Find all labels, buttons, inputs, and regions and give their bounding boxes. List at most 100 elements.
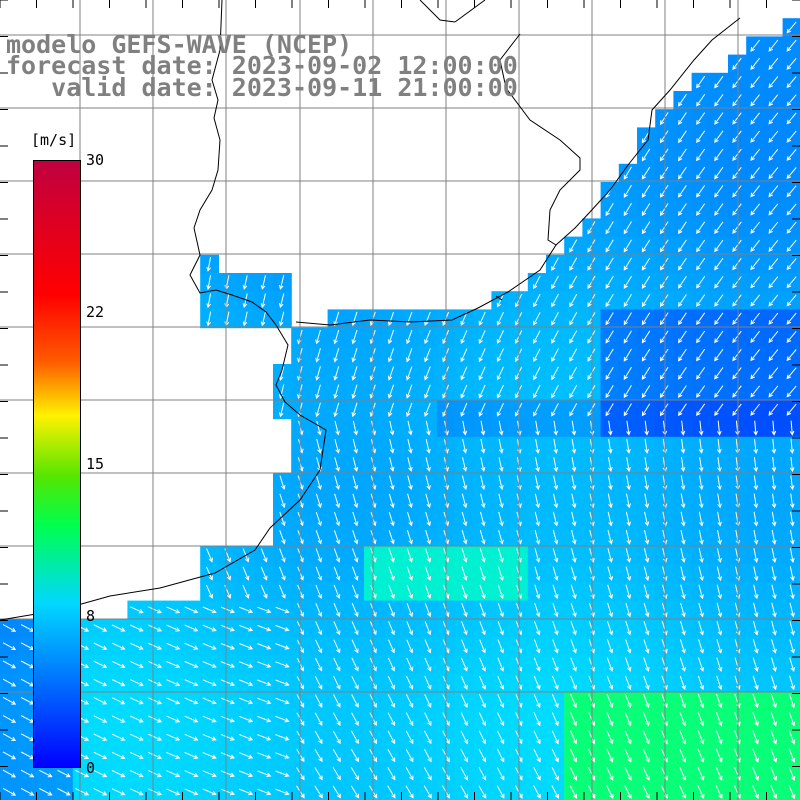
wind-arrow <box>461 511 468 527</box>
wind-arrow <box>678 294 687 307</box>
wind-arrow <box>461 493 468 509</box>
wind-arrow <box>605 330 614 344</box>
wind-arrow <box>696 276 706 289</box>
wind-arrow <box>641 330 651 344</box>
wind-arrow <box>732 349 742 362</box>
wind-arrow <box>717 493 722 509</box>
wind-arrow <box>698 621 704 636</box>
wind-arrow <box>770 712 777 727</box>
wind-arrow <box>605 257 614 271</box>
wind-arrow <box>184 733 199 741</box>
wind-arrow <box>478 785 487 799</box>
wind-arrow <box>278 366 285 381</box>
wind-arrow <box>425 438 431 454</box>
wind-arrow <box>260 566 268 581</box>
wind-arrow <box>678 330 687 344</box>
wind-arrow <box>424 584 432 600</box>
wind-arrow <box>699 475 704 491</box>
wind-arrow <box>696 148 706 162</box>
wind-arrow <box>316 438 322 454</box>
wind-arrow <box>623 366 632 380</box>
wind-arrow <box>641 385 651 399</box>
wind-arrow <box>424 603 432 618</box>
wind-arrow <box>788 712 796 727</box>
wind-arrow <box>166 752 181 759</box>
wind-arrow <box>680 602 686 618</box>
wind-arrow <box>715 748 723 763</box>
wind-arrow <box>607 621 614 636</box>
wind-arrow <box>111 733 126 741</box>
wind-arrow <box>239 788 254 796</box>
wind-arrow <box>351 675 359 690</box>
wind-arrow <box>387 748 396 763</box>
wind-arrow <box>533 348 541 363</box>
wind-arrow <box>220 606 235 614</box>
wind-arrow <box>678 166 687 180</box>
wind-arrow <box>315 384 321 399</box>
wind-arrow <box>279 530 286 545</box>
wind-arrow <box>753 529 759 545</box>
wind-arrow <box>166 624 181 632</box>
wind-arrow <box>753 566 759 582</box>
wind-arrow <box>405 694 414 708</box>
wind-arrow <box>606 675 614 690</box>
wind-arrow <box>642 730 650 745</box>
wind-arrow <box>571 420 577 436</box>
wind-arrow <box>678 403 687 417</box>
wind-arrow <box>260 293 266 309</box>
wind-arrow <box>351 694 359 708</box>
wind-arrow <box>750 94 760 107</box>
wind-arrow <box>352 530 359 545</box>
wind-arrow <box>20 769 35 778</box>
wind-arrow <box>696 348 706 362</box>
wind-arrow <box>753 475 759 491</box>
wind-arrow <box>460 748 468 763</box>
wind-arrow <box>771 548 777 564</box>
wind-arrow <box>184 606 199 614</box>
wind-arrow <box>786 130 797 143</box>
wind-arrow <box>184 752 199 759</box>
wind-arrow <box>406 311 413 327</box>
wind-arrow <box>315 366 321 381</box>
wind-arrow <box>129 733 144 741</box>
wind-arrow <box>166 661 181 668</box>
wind-speed-field <box>0 18 800 800</box>
wind-arrow <box>714 130 724 144</box>
wind-arrow <box>714 257 724 271</box>
wind-arrow <box>697 748 705 763</box>
wind-arrow <box>696 185 706 198</box>
national-border <box>419 0 503 301</box>
wind-arrow <box>478 748 487 763</box>
wind-arrow <box>606 712 614 727</box>
wind-arrow <box>351 329 358 345</box>
wind-arrow <box>569 785 578 799</box>
wind-arrow <box>202 715 217 723</box>
wind-arrow <box>697 730 705 745</box>
wind-arrow <box>697 785 705 800</box>
wind-arrow <box>111 788 126 796</box>
wind-arrow <box>698 639 705 654</box>
wind-arrow <box>257 643 272 650</box>
wind-arrow <box>352 475 359 490</box>
wind-arrow <box>406 584 413 600</box>
wind-arrow <box>166 642 181 650</box>
wind-arrow <box>93 697 108 705</box>
wind-arrow <box>2 624 17 632</box>
wind-arrow <box>389 457 395 472</box>
wind-arrow <box>496 366 504 381</box>
wind-arrow <box>641 348 651 362</box>
wind-arrow <box>716 584 723 600</box>
wind-arrow <box>460 730 468 745</box>
wind-arrow <box>732 221 742 234</box>
wind-arrow <box>387 712 396 727</box>
wind-arrow <box>498 548 504 563</box>
wind-arrow <box>496 730 505 745</box>
wind-arrow <box>750 330 760 344</box>
wind-arrow <box>461 584 468 600</box>
wind-arrow <box>551 712 559 727</box>
wind-arrow <box>623 294 632 308</box>
wind-arrow <box>608 457 613 473</box>
wind-arrow <box>497 657 505 672</box>
wind-arrow <box>535 420 540 436</box>
